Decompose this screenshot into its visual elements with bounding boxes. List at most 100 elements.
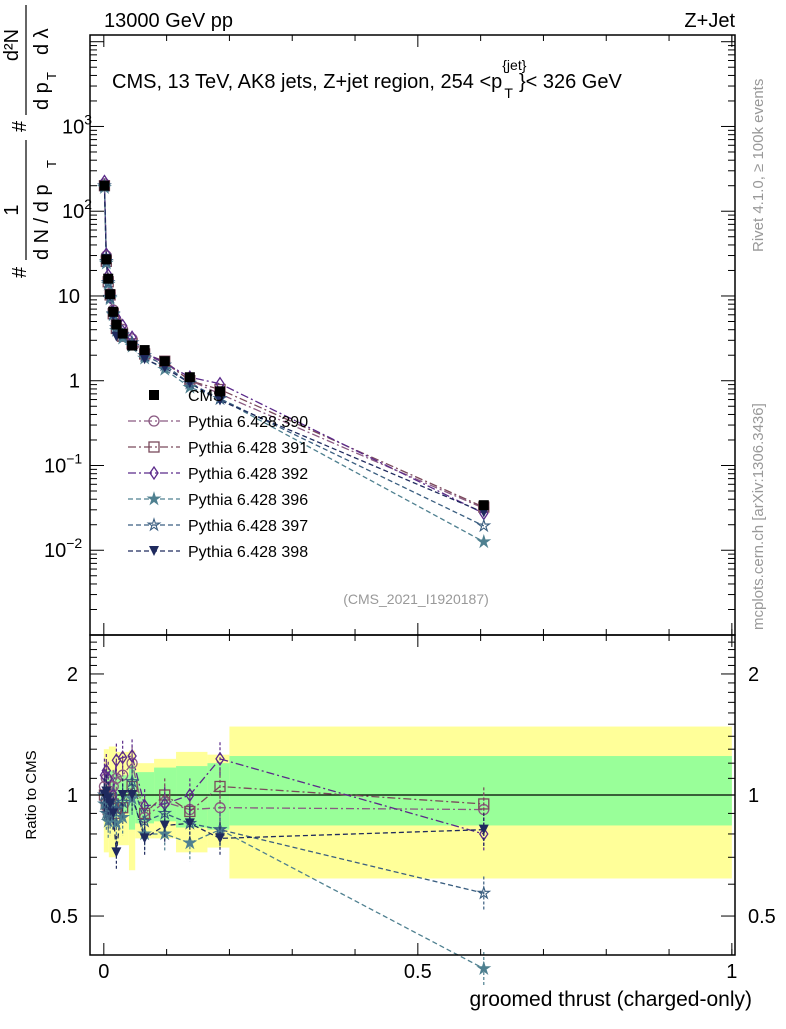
- ratio-point: [111, 847, 122, 858]
- ratio-point-shape: [111, 847, 122, 858]
- ratio-point-shape: [110, 772, 123, 785]
- legend-label: Pythia 6.428 397: [188, 518, 308, 535]
- x-tick-label: 0: [98, 961, 109, 983]
- legend-marker-shape: [148, 415, 160, 427]
- legend-marker-shape: [146, 491, 162, 506]
- legend-marker: [148, 441, 160, 453]
- axes: 0 0.5 1 10−2 10−1 1 10 102 103 0.5 0.5 1 1 2 2: [44, 35, 776, 983]
- data-point: [101, 254, 112, 265]
- data-point: [99, 180, 110, 191]
- svg-text:d N / d p: d N / d p: [31, 184, 53, 260]
- ratio-point-shape: [215, 751, 225, 767]
- series-line-main: [103, 185, 485, 514]
- svg-text:T: T: [44, 72, 59, 80]
- ratio-point-shape: [108, 808, 119, 819]
- ratio-bands: [90, 726, 735, 879]
- ratio-y-tick-label-right: 0.5: [748, 906, 776, 928]
- x-tick-label: 0.5: [404, 961, 432, 983]
- legend-marker-shape: [148, 441, 160, 453]
- ratio-point-shape: [127, 748, 137, 764]
- data-point: [159, 356, 170, 367]
- main-plot-frame: [89, 34, 736, 636]
- ratio-point-shape: [101, 786, 112, 797]
- series-line-main: [103, 181, 485, 514]
- ratio-point-shape: [127, 790, 138, 800]
- ratio-point: [101, 786, 112, 797]
- x-axis-label: groomed thrust (charged-only): [470, 988, 752, 1011]
- ratio-point: [108, 808, 119, 819]
- ratio-point: [215, 751, 225, 767]
- ratio-point: [184, 818, 195, 829]
- header-left: 13000 GeV pp: [104, 10, 233, 32]
- ratio-point-shape: [139, 833, 150, 844]
- uncertainty-band-stat: [229, 756, 732, 826]
- data-point: [103, 273, 114, 284]
- ratio-point-shape: [103, 793, 114, 804]
- ratio-point: [214, 780, 226, 793]
- series-point: [476, 518, 492, 533]
- y-tick-label: 1: [69, 371, 80, 393]
- ratio-point: [215, 833, 226, 844]
- series-point-shape: [476, 533, 492, 549]
- ratio-point: [185, 787, 195, 803]
- ratio-point-shape: [159, 820, 170, 831]
- legend-label: Pythia 6.428 392: [188, 466, 308, 483]
- data-point: [105, 289, 116, 300]
- legend-marker-shape: [149, 546, 159, 556]
- ratio-point-shape: [185, 787, 195, 803]
- svg-text:1: 1: [1, 204, 23, 215]
- y-tick-label: 102: [62, 196, 92, 223]
- series-point: [476, 533, 492, 549]
- ratio-point: [182, 835, 198, 850]
- legend-label: Pythia 6.428 390: [188, 414, 308, 431]
- side-text-mcplots: mcplots.cern.ch [arXiv:1306.3436]: [750, 403, 767, 630]
- series-point: [215, 395, 226, 406]
- plot-title: CMS, 13 TeV, AK8 jets, Z+jet region, 254…: [112, 57, 622, 101]
- ratio-y-tick-label: 0.5: [50, 906, 78, 928]
- ratio-point: [127, 748, 137, 764]
- x-tick-label: 1: [726, 961, 737, 983]
- ratio-point: [476, 885, 492, 900]
- legend-marker-shape: [146, 517, 162, 532]
- series-point: [139, 354, 150, 365]
- ratio-point: [139, 833, 150, 844]
- legend-marker: [149, 465, 159, 481]
- ratio-point-shape: [478, 798, 490, 810]
- data-point: [127, 340, 138, 351]
- ratio-y-tick-label: 2: [67, 664, 78, 686]
- markers: [96, 174, 492, 988]
- series-point-shape: [476, 518, 492, 533]
- ratio-y-label: Ratio to CMS: [23, 750, 40, 839]
- analysis-tag: (CMS_2021_I1920187): [343, 591, 489, 607]
- legend-marker: [146, 491, 162, 506]
- ratio-point-shape: [476, 960, 492, 975]
- legend-label: CMS: [188, 388, 224, 405]
- legend-label: Pythia 6.428 396: [188, 492, 308, 509]
- legend: Pythia 6.428 390 Pythia 6.428 391 Pythia 6…: [128, 388, 308, 561]
- ratio-point-shape: [214, 780, 226, 793]
- svg-text:T: T: [44, 160, 59, 168]
- y-axis-label: # 1 d N / d p T # d²N d p T d λ: [1, 5, 59, 278]
- legend-marker: [148, 415, 160, 427]
- ratio-point: [127, 790, 138, 800]
- y-tick-label: 10−1: [44, 450, 82, 477]
- legend-label: Pythia 6.428 391: [188, 440, 308, 457]
- ratio-point-shape: [215, 833, 226, 844]
- ratio-point-shape: [117, 750, 128, 765]
- uncertainty-band-stat: [176, 766, 208, 828]
- ratio-y-tick-label: 1: [67, 785, 78, 807]
- ratio-y-tick-label-right: 2: [748, 664, 759, 686]
- y-tick-label: 10−2: [44, 535, 82, 562]
- legend-marker-shape: [149, 465, 159, 481]
- legend-marker: [149, 546, 159, 556]
- ratio-point: [117, 750, 128, 765]
- svg-text:#: #: [9, 120, 31, 132]
- ratio-point-shape: [117, 790, 128, 800]
- data-point: [111, 319, 122, 330]
- ratio-point-shape: [478, 824, 489, 835]
- svg-text:d λ: d λ: [31, 28, 53, 55]
- y-tick-label: 10: [58, 286, 80, 308]
- series-line-main: [103, 183, 485, 509]
- data-point: [478, 500, 489, 511]
